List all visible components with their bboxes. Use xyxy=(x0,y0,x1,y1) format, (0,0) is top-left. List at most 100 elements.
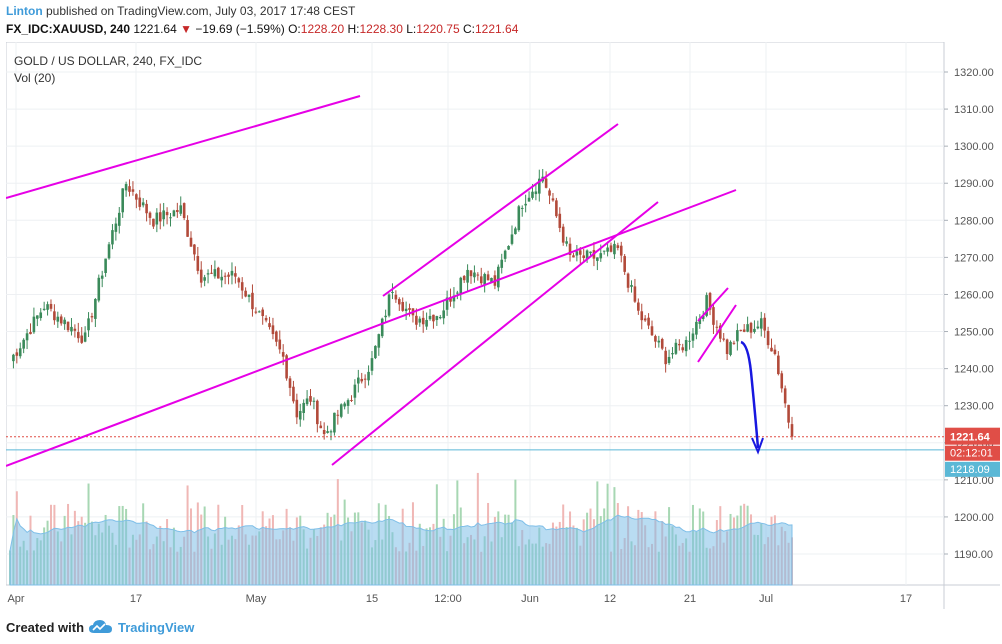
candle-body xyxy=(56,316,60,322)
candle-body xyxy=(695,321,698,335)
candle-body xyxy=(281,352,285,357)
candle-body xyxy=(578,250,582,255)
candle-body xyxy=(309,396,312,402)
candle-body xyxy=(428,315,432,320)
y-tick-label: 1240.00 xyxy=(954,364,994,376)
candle-body xyxy=(213,269,217,277)
candle-body xyxy=(90,316,94,318)
candle-body xyxy=(350,399,353,401)
candle-body xyxy=(555,200,558,217)
trend-line[interactable] xyxy=(382,123,619,297)
candle-body xyxy=(70,326,73,332)
candle-body xyxy=(63,319,66,325)
candle-body xyxy=(722,338,726,340)
volume-indicator-label[interactable]: Vol (20) xyxy=(14,71,55,85)
candle-body xyxy=(316,400,319,425)
down-arrow-icon: ▼ xyxy=(180,22,192,36)
tradingview-brand[interactable]: TradingView xyxy=(118,620,195,635)
x-tick-label: Jul xyxy=(759,593,773,605)
candle-body xyxy=(247,294,251,297)
candle-body xyxy=(237,278,241,283)
y-tick-label: 1200.00 xyxy=(954,512,994,524)
candle-body xyxy=(507,245,510,250)
publish-info: Linton published on TradingView.com, Jul… xyxy=(6,4,355,18)
x-tick-label: 21 xyxy=(684,593,696,605)
candle-body xyxy=(531,191,534,198)
trend-line[interactable] xyxy=(331,201,659,466)
candle-body xyxy=(104,258,107,273)
candle-body xyxy=(551,198,555,201)
x-tick-label: Jun xyxy=(521,593,539,605)
candle-body xyxy=(476,274,480,276)
candle-body xyxy=(633,286,637,302)
candle-body xyxy=(83,332,87,342)
candle-body xyxy=(42,308,46,310)
candle-body xyxy=(251,292,254,310)
candle-body xyxy=(162,210,165,220)
x-tick-label: Apr xyxy=(7,593,24,605)
last-price: 1221.64 xyxy=(133,22,177,36)
candle-body xyxy=(503,250,507,259)
candle-body xyxy=(749,322,753,333)
open-value: 1228.20 xyxy=(300,22,345,36)
candle-body xyxy=(36,315,39,319)
chart-area[interactable]: 1190.001200.001210.001220.001230.001240.… xyxy=(6,42,1000,609)
candle-body xyxy=(124,184,128,191)
candle-body xyxy=(384,315,387,318)
candle-body xyxy=(131,189,135,192)
candle-body xyxy=(773,349,777,355)
candle-body xyxy=(46,304,49,310)
candle-body xyxy=(380,318,384,337)
candle-body xyxy=(780,373,784,389)
candle-body xyxy=(490,277,493,283)
candle-body xyxy=(107,244,111,259)
candle-body xyxy=(660,338,664,349)
candle-body xyxy=(179,205,183,214)
candle-body xyxy=(425,319,428,327)
candle-body xyxy=(333,412,336,433)
candle-body xyxy=(363,378,367,380)
candle-body xyxy=(49,303,53,309)
candle-body xyxy=(189,237,193,247)
candle-body xyxy=(322,430,326,435)
trend-line[interactable] xyxy=(6,95,361,199)
candle-body xyxy=(548,190,551,196)
candle-body xyxy=(73,328,77,331)
candle-body xyxy=(565,241,568,244)
x-tick-label: 17 xyxy=(130,593,142,605)
trend-line[interactable] xyxy=(697,287,729,322)
candle-body xyxy=(759,318,763,329)
tradingview-cloud-icon xyxy=(89,620,112,633)
trend-line[interactable] xyxy=(697,304,737,363)
high-label: H: xyxy=(347,22,360,36)
created-with-text: Created with xyxy=(6,620,85,635)
candle-body xyxy=(220,276,224,281)
chart-title: GOLD / US DOLLAR, 240, FX_IDC xyxy=(14,54,202,68)
price-chart[interactable]: 1190.001200.001210.001220.001230.001240.… xyxy=(6,42,1000,609)
candle-body xyxy=(619,245,623,256)
candle-body xyxy=(466,269,469,283)
candle-body xyxy=(452,295,456,302)
candle-body xyxy=(497,266,500,288)
chart-header: Linton published on TradingView.com, Jul… xyxy=(0,0,1002,40)
projection-arrow-icon[interactable] xyxy=(740,340,760,449)
candle-body xyxy=(613,243,616,255)
candle-body xyxy=(746,324,749,332)
candle-body xyxy=(295,399,299,418)
x-tick-label: 15 xyxy=(366,593,378,605)
candle-body xyxy=(701,315,705,319)
candle-body xyxy=(647,317,650,326)
candle-body xyxy=(312,400,316,402)
y-tick-label: 1290.00 xyxy=(954,178,994,190)
candle-body xyxy=(155,212,159,225)
candle-body xyxy=(462,276,466,281)
candle-body xyxy=(408,308,411,310)
candle-body xyxy=(135,194,138,200)
candle-body xyxy=(360,378,364,382)
candle-body xyxy=(736,330,739,342)
candle-body xyxy=(678,344,681,346)
author-link[interactable]: Linton xyxy=(6,4,43,18)
candle-body xyxy=(244,290,247,297)
candle-body xyxy=(240,282,244,291)
y-tick-label: 1230.00 xyxy=(954,401,994,413)
